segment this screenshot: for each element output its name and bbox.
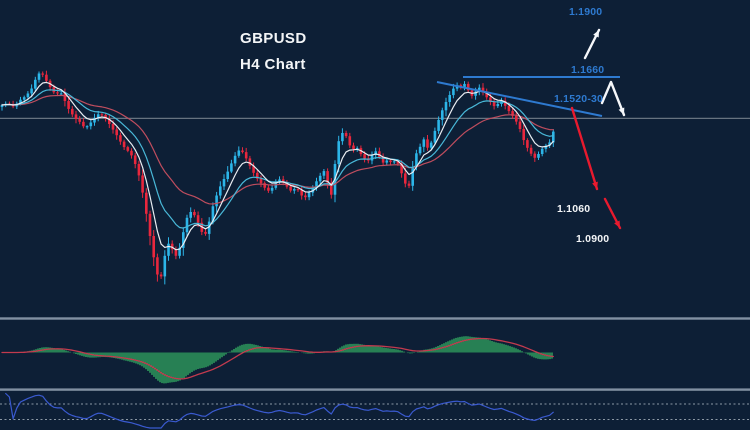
price-label-1-1520-30: 1.1520-30 (554, 93, 604, 105)
oscillator-layer (0, 392, 750, 429)
symbol-title: GBPUSD (240, 30, 307, 47)
price-label-1-1900: 1.1900 (569, 6, 603, 18)
annotations-layer (436, 28, 626, 230)
panel-separators (0, 317, 750, 391)
rejection-zigzag-arrow (600, 80, 626, 117)
moving-averages-layer (1, 81, 554, 251)
price-label-1-1060: 1.1060 (557, 203, 591, 215)
macd-layer (1, 336, 554, 384)
breakdown-arrow-1 (570, 106, 599, 191)
upside-scenario-arrow (583, 28, 601, 60)
chart-header: GBPUSD H4 Chart (240, 26, 307, 78)
breakdown-arrow-2 (603, 197, 622, 230)
timeframe-title: H4 Chart (240, 56, 306, 73)
price-label-1-1660: 1.1660 (571, 64, 605, 76)
price-label-1-0900: 1.0900 (576, 233, 610, 245)
